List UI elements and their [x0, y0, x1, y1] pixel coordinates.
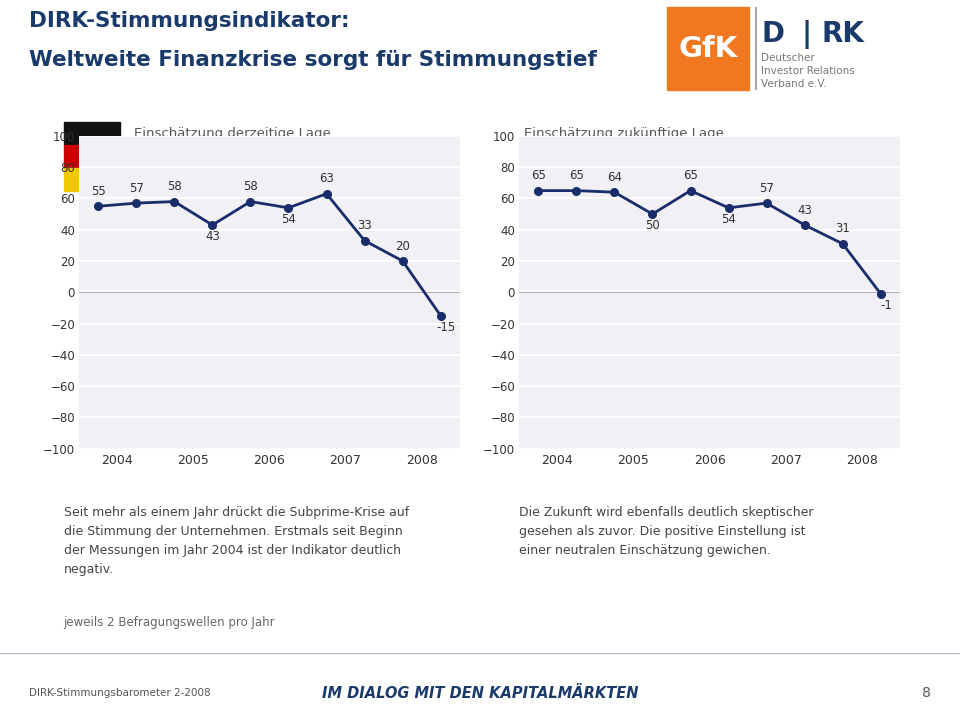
Text: 65: 65 — [684, 169, 698, 182]
Text: Einschätzung derzeitige Lage: Einschätzung derzeitige Lage — [134, 126, 331, 139]
Text: Deutscher: Deutscher — [761, 53, 815, 63]
Text: D: D — [761, 19, 784, 48]
Text: Investor Relations: Investor Relations — [761, 66, 855, 77]
Text: -15: -15 — [437, 321, 456, 334]
Bar — [63, 168, 121, 191]
Text: 43: 43 — [204, 230, 220, 243]
Text: 65: 65 — [569, 169, 584, 182]
Text: 43: 43 — [797, 204, 812, 217]
Text: 33: 33 — [357, 219, 372, 232]
Text: 50: 50 — [645, 219, 660, 232]
Text: Einschätzung zukünftige Lage: Einschätzung zukünftige Lage — [524, 126, 724, 139]
Text: -1: -1 — [880, 299, 892, 312]
Text: Die Zukunft wird ebenfalls deutlich skeptischer
gesehen als zuvor. Die positive : Die Zukunft wird ebenfalls deutlich skep… — [519, 506, 814, 557]
Text: 57: 57 — [759, 182, 774, 195]
Text: jeweils 2 Befragungswellen pro Jahr: jeweils 2 Befragungswellen pro Jahr — [63, 616, 276, 629]
Text: 57: 57 — [129, 182, 144, 195]
Bar — [63, 121, 121, 144]
Text: DIRK-Stimmungsindikator:: DIRK-Stimmungsindikator: — [29, 12, 349, 31]
Text: Seit mehr als einem Jahr drückt die Subprime-Krise auf
die Stimmung der Unterneh: Seit mehr als einem Jahr drückt die Subp… — [63, 506, 409, 576]
Text: RK: RK — [822, 19, 864, 48]
Text: 20: 20 — [396, 240, 410, 253]
Text: 64: 64 — [607, 171, 622, 184]
Text: Weltweite Finanzkrise sorgt für Stimmungstief: Weltweite Finanzkrise sorgt für Stimmung… — [29, 51, 597, 71]
Text: 58: 58 — [243, 180, 258, 193]
Text: 58: 58 — [167, 180, 181, 193]
Text: 65: 65 — [531, 169, 545, 182]
Text: 54: 54 — [281, 213, 296, 226]
Text: 54: 54 — [721, 213, 736, 226]
Text: 63: 63 — [319, 173, 334, 186]
Text: Verband e.V.: Verband e.V. — [761, 79, 827, 90]
Text: 55: 55 — [91, 185, 106, 198]
Text: DIRK-Stimmungsbarometer 2-2008: DIRK-Stimmungsbarometer 2-2008 — [29, 688, 210, 698]
Text: IM DIALOG MIT DEN KAPITALMÄRKTEN: IM DIALOG MIT DEN KAPITALMÄRKTEN — [322, 686, 638, 700]
Text: 8: 8 — [923, 686, 931, 700]
Text: GfK: GfK — [679, 35, 737, 63]
Text: |: | — [802, 19, 811, 48]
Bar — [63, 144, 121, 168]
Text: 31: 31 — [835, 222, 851, 235]
